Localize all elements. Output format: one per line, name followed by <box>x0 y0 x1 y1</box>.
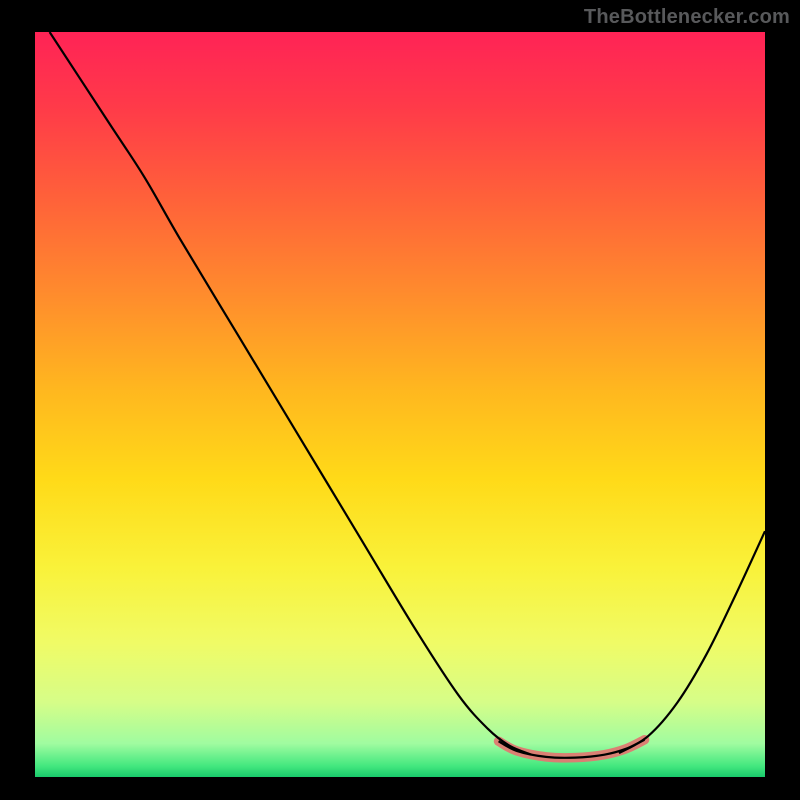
watermark-text: TheBottlenecker.com <box>584 6 790 29</box>
plot-area <box>35 32 765 777</box>
gradient-rect <box>35 32 765 777</box>
heat-gradient <box>35 32 765 777</box>
chart-canvas: TheBottlenecker.com <box>0 0 800 800</box>
